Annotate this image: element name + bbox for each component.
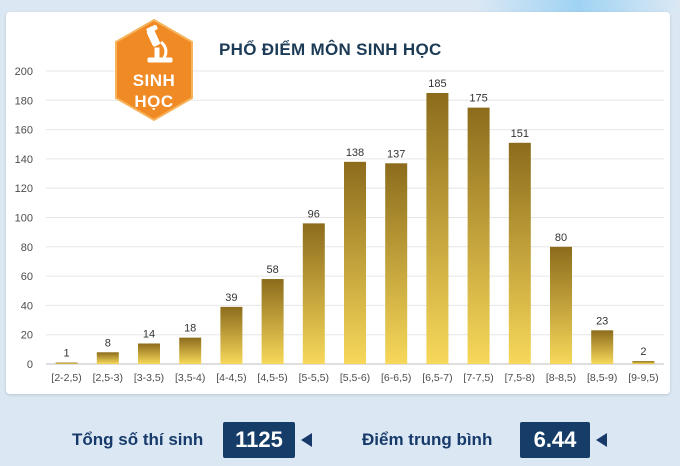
data-label: 80 [555,232,567,244]
x-tick-label: [6-6,5) [381,372,411,384]
y-tick-label: 140 [15,154,33,166]
y-tick-label: 200 [15,66,33,78]
subject-badge: SINH HỌC [114,18,194,122]
bar [467,107,490,364]
data-label: 1 [64,348,70,360]
y-tick-label: 20 [21,330,33,342]
bar [302,223,325,364]
x-tick-label: [5-5,5) [299,372,329,384]
x-tick-label: [2,5-3) [93,372,123,384]
data-label: 185 [428,78,446,90]
data-label: 175 [469,93,487,105]
bar [96,352,119,364]
pointer-arrow-icon [596,433,607,447]
bar-chart: 0 20 40 60 80 100 120 140 160 180 200 1 [2-2,5) 8 [2,5… [15,66,664,384]
bar [138,343,160,364]
bar [550,246,572,364]
bar [179,337,202,364]
hexagon-badge-shape [115,18,193,122]
data-label: 96 [308,208,320,220]
badge-line-1: SINH [132,71,176,90]
x-tick-label: [6,5-7) [422,372,452,384]
y-tick-label: 60 [21,271,33,283]
y-tick-label: 180 [15,95,33,107]
total-candidates-label: Tổng số thí sinh [72,430,204,449]
bar [508,142,531,364]
x-tick-label: [2-2,5) [51,372,81,384]
data-label: 14 [143,328,155,340]
y-tick-label: 120 [15,183,33,195]
y-tick-label: 40 [21,300,33,312]
y-tick-label: 100 [15,213,33,225]
x-tick-label: [7,5-8) [505,372,535,384]
chart-card: 0 20 40 60 80 100 120 140 160 180 200 1 [2-2,5) 8 [2,5… [6,12,670,394]
x-tick-label: [8,5-9) [587,372,617,384]
x-tick-label: [4-4,5) [216,372,246,384]
microscope-icon [146,24,173,63]
x-tick-label: [4,5-5) [257,372,287,384]
average-score-label: Điểm trung bình [362,430,493,449]
bar [55,362,78,364]
x-tick-label: [9-9,5) [628,372,658,384]
badge-line-2: HỌC [134,92,174,111]
data-label: 2 [640,346,646,358]
data-label: 138 [346,147,364,159]
x-tick-label: [8-8,5) [546,372,576,384]
bar [632,361,655,364]
data-label: 58 [266,264,278,276]
total-candidates-value: 1125 [223,422,295,458]
data-label: 23 [596,315,608,327]
data-label: 8 [105,337,111,349]
y-tick-label: 80 [21,242,33,254]
data-label: 137 [387,148,405,160]
y-tick-label: 160 [15,125,33,137]
bar [344,161,366,364]
data-label: 39 [225,292,237,304]
y-tick-label: 0 [27,359,33,371]
top-decoration [0,0,680,12]
data-label: 151 [511,128,529,140]
summary-bar: Tổng số thí sinh 1125 Điểm trung bình 6.… [0,410,680,466]
bar [261,279,284,364]
x-tick-label: [3,5-4) [175,372,205,384]
pointer-arrow-icon [301,433,312,447]
bar [220,306,243,364]
x-tick-label: [3-3,5) [134,372,164,384]
x-tick-label: [5,5-6) [340,372,370,384]
average-score-value: 6.44 [520,422,590,458]
chart-title: PHỔ ĐIỂM MÔN SINH HỌC [219,40,442,59]
bar [591,330,614,364]
data-label: 18 [184,323,196,335]
x-tick-label: [7-7,5) [463,372,493,384]
bar [426,92,449,364]
bar [385,163,408,364]
